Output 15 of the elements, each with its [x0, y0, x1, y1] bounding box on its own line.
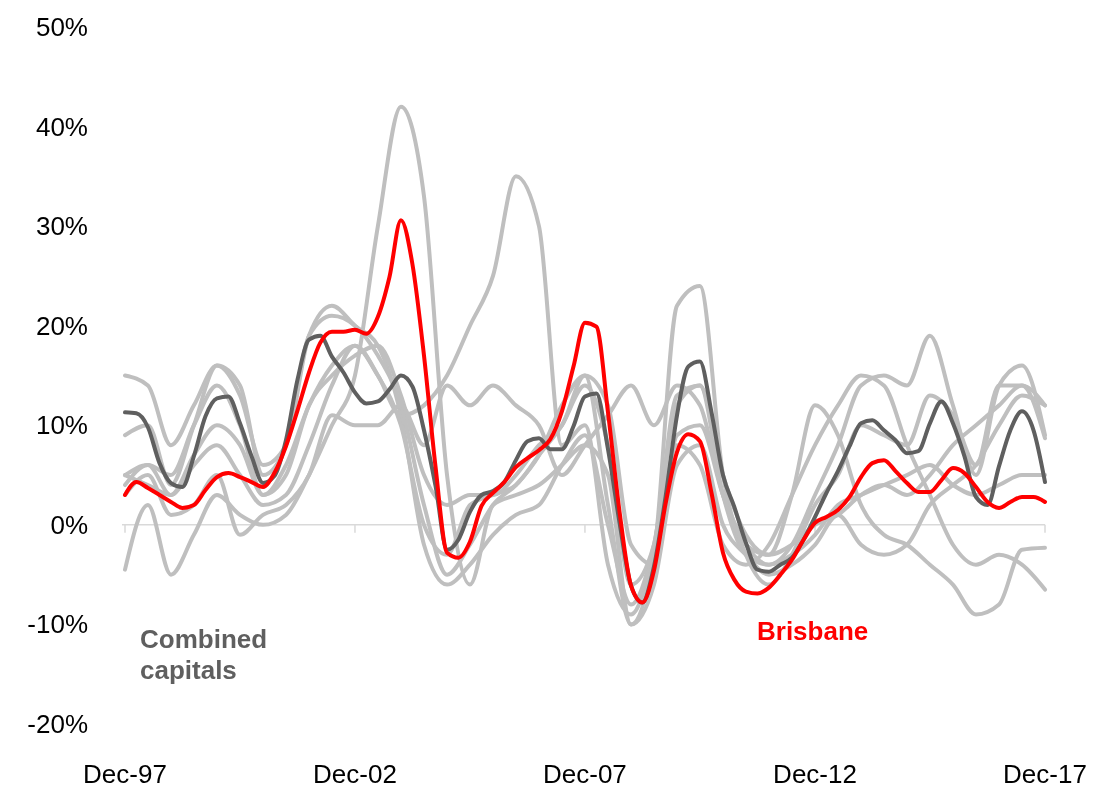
series-label: Brisbane [757, 616, 869, 646]
y-tick-label: 50% [35, 12, 88, 42]
text: Combined capitals [140, 624, 268, 685]
x-tick-label: Dec-97 [83, 759, 167, 789]
y-tick-label: 0% [50, 509, 88, 540]
x-tick-label: Dec-17 [1003, 759, 1087, 789]
y-tick-label: 30% [35, 211, 88, 242]
x-tick-label: Dec-12 [773, 759, 857, 789]
y-tick-label: 40% [35, 111, 88, 142]
y-tick-label: -10% [27, 609, 88, 640]
x-tick-label: Dec-02 [313, 759, 397, 789]
y-tick-label: -20% [27, 709, 88, 739]
y-tick-label: 10% [35, 410, 88, 441]
x-tick-label: Dec-07 [543, 759, 627, 789]
y-tick-label: 20% [35, 310, 88, 341]
